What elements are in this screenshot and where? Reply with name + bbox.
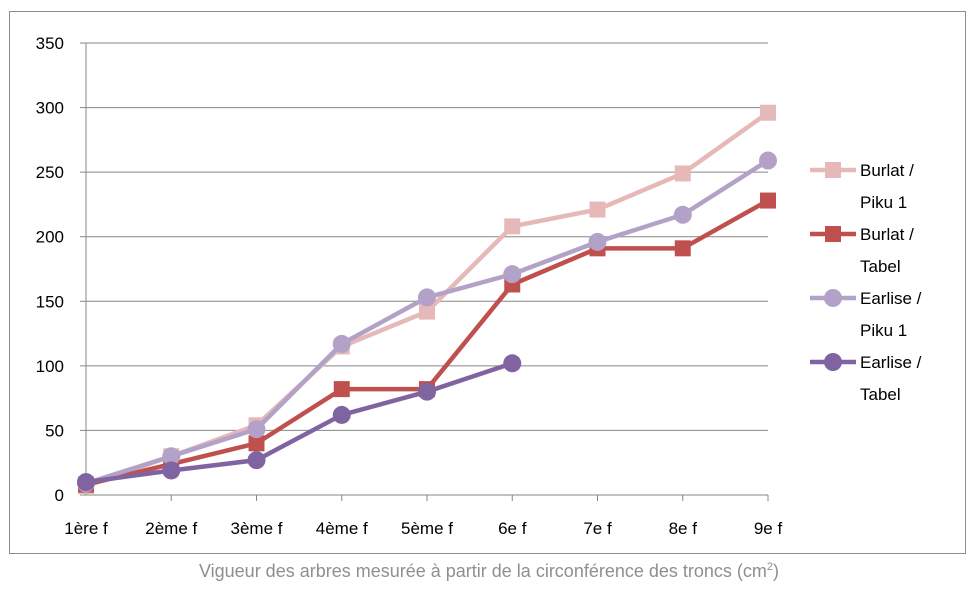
data-point: [673, 205, 692, 224]
data-point: [504, 218, 521, 235]
y-tick-label: 300: [36, 99, 64, 118]
legend-label: Piku 1: [860, 193, 907, 212]
data-point: [503, 265, 522, 284]
data-point: [674, 240, 691, 257]
legend-label: Earlise /: [860, 353, 922, 372]
data-point: [333, 381, 350, 398]
legend-label: Burlat /: [860, 161, 914, 180]
y-tick-label: 250: [36, 163, 64, 182]
caption-closing: ): [773, 561, 780, 581]
legend-label: Tabel: [860, 257, 901, 276]
legend-label: Burlat /: [860, 225, 914, 244]
legend-entry-2: Earlise / Piku 1: [810, 289, 922, 340]
series-line: [85, 198, 770, 487]
data-point: [77, 473, 95, 492]
data-point: [247, 451, 266, 470]
line-chart: 0 50 100 150 200 250 300 350 1ère f 2ème f 3ème f 4…: [36, 34, 922, 538]
x-tick-label: 7e f: [583, 519, 612, 538]
legend-marker: [824, 289, 842, 307]
data-point: [759, 151, 777, 170]
series-3: [77, 354, 522, 492]
series-2: [77, 151, 777, 493]
legend-marker: [825, 162, 841, 178]
legend-marker: [824, 353, 842, 371]
data-point: [589, 201, 606, 218]
x-tick-label: 3ème f: [231, 519, 283, 538]
data-point: [248, 435, 265, 452]
data-point: [760, 192, 776, 209]
series-line: [85, 158, 770, 486]
data-point: [588, 232, 607, 251]
y-tick-label: 0: [55, 486, 64, 505]
x-tick-label: 9e f: [754, 519, 783, 538]
series-1: [78, 192, 776, 493]
x-tick-label: 2ème f: [145, 519, 197, 538]
x-tick-label: 1ère f: [64, 519, 108, 538]
data-point: [419, 303, 435, 320]
x-tick-label: 8e f: [669, 519, 698, 538]
data-point: [332, 334, 351, 353]
legend-label: Earlise /: [860, 289, 922, 308]
caption-superscript: 2: [766, 561, 774, 573]
y-tick-label: 100: [36, 357, 64, 376]
x-tick-label: 5ème f: [401, 519, 453, 538]
legend: Burlat / Piku 1 Burlat / Tabel Earlise / Piku…: [810, 161, 922, 404]
legend-entry-3: Earlise / Tabel: [810, 353, 922, 404]
grid-lines: [86, 42, 768, 431]
series-line: [85, 361, 513, 485]
x-tick-label: 6e f: [498, 519, 527, 538]
caption-text: Vigueur des arbres mesurée à partir de l…: [198, 561, 767, 581]
data-point: [247, 420, 266, 439]
data-point: [332, 405, 351, 424]
data-point: [418, 288, 436, 307]
data-point: [162, 447, 181, 466]
chart-caption: Vigueur des arbres mesurée à partir de l…: [0, 561, 978, 582]
series-lines: [77, 104, 777, 494]
legend-entry-0: Burlat / Piku 1: [810, 161, 914, 212]
legend-marker: [825, 226, 841, 242]
data-point: [503, 354, 522, 373]
data-point: [162, 461, 181, 480]
x-tick-label: 4ème f: [316, 519, 368, 538]
legend-label: Piku 1: [860, 321, 907, 340]
y-tick-label: 200: [36, 228, 64, 247]
y-tick-label: 50: [45, 421, 64, 440]
data-point: [418, 382, 436, 401]
legend-label: Tabel: [860, 385, 901, 404]
legend-entry-1: Burlat / Tabel: [810, 225, 914, 276]
y-tick-label: 350: [36, 34, 64, 53]
data-point: [674, 165, 691, 182]
y-tick-label: 150: [36, 292, 64, 311]
data-point: [760, 104, 776, 121]
axes: 0 50 100 150 200 250 300 350 1ère f 2ème f 3ème f 4…: [36, 34, 783, 538]
